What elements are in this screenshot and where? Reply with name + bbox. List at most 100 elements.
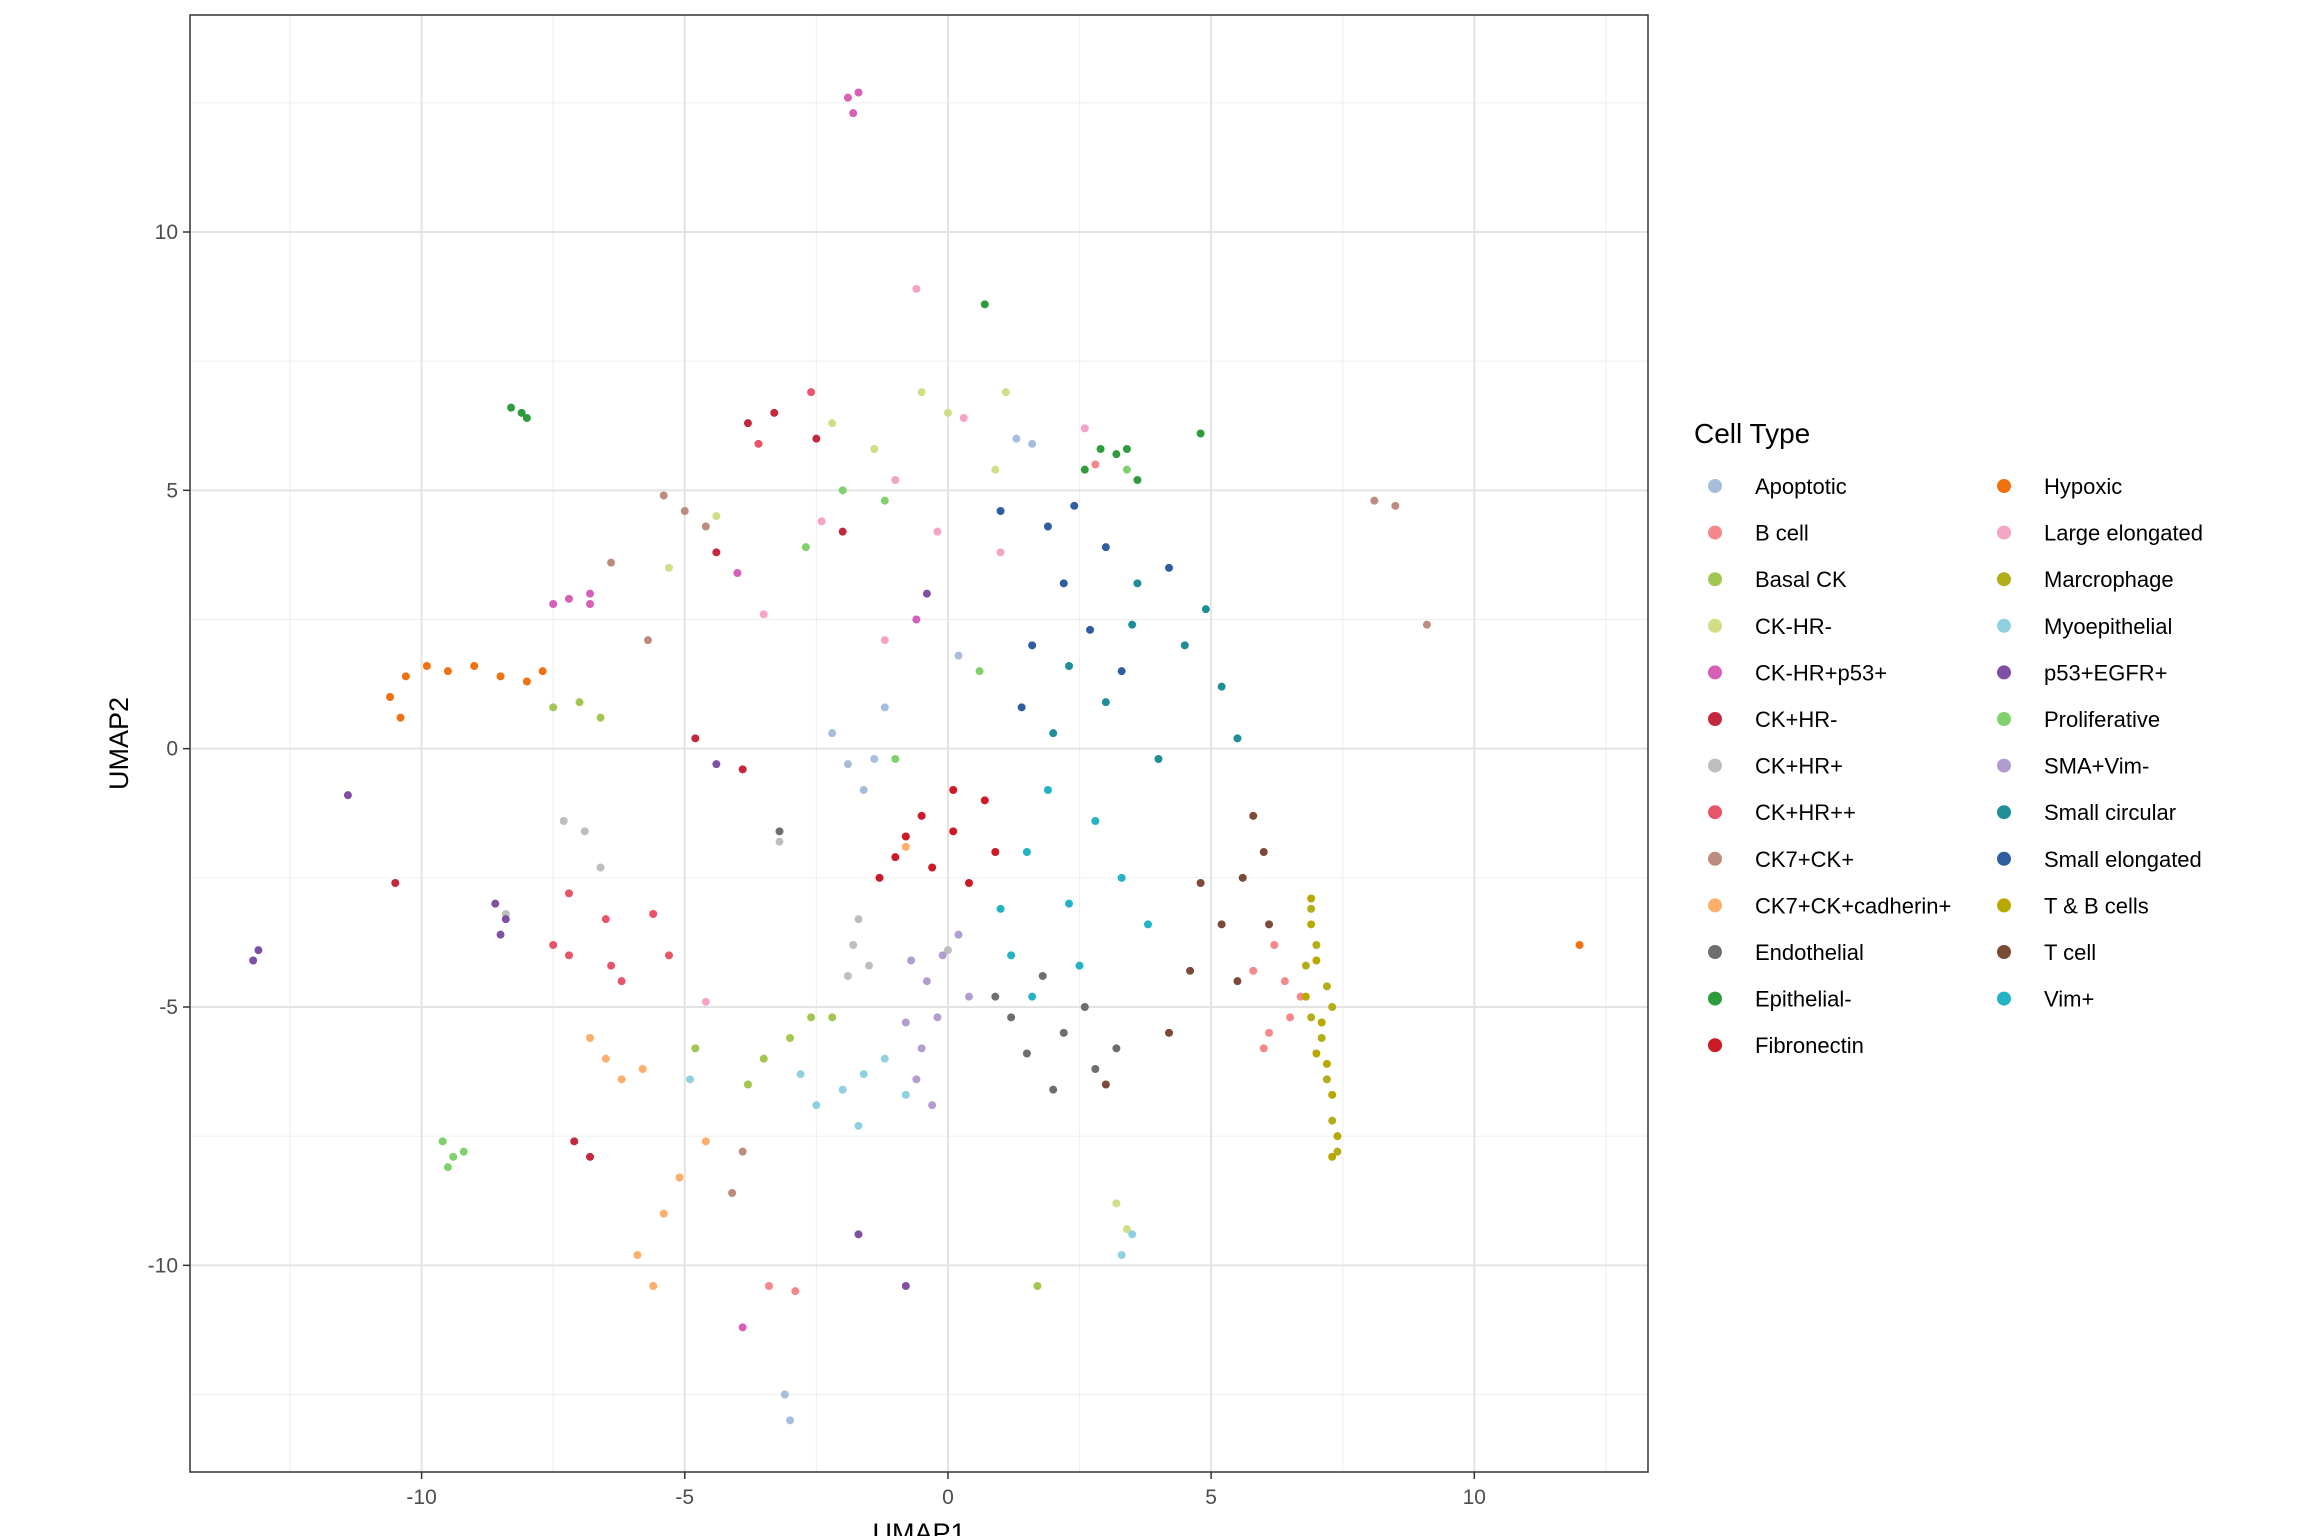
legend-label: Proliferative — [2044, 707, 2160, 732]
data-point — [928, 863, 937, 872]
data-point — [396, 713, 405, 722]
legend-item: Small elongated — [1997, 847, 2202, 872]
data-point — [922, 977, 931, 986]
data-point — [743, 1080, 752, 1089]
data-point — [1070, 501, 1079, 510]
data-point — [980, 796, 989, 805]
legend-key — [1997, 805, 2011, 820]
legend-key — [1708, 665, 1722, 680]
series-Apoptotic — [780, 434, 1037, 1425]
legend-item: CK+HR- — [1708, 707, 1838, 732]
data-point — [901, 832, 910, 841]
series-CK7+CK+ — [607, 491, 1431, 1197]
data-point — [1028, 641, 1037, 650]
data-point — [1033, 1282, 1042, 1290]
data-point — [1307, 894, 1316, 903]
legend-item: Endothelial — [1708, 940, 1864, 965]
data-point — [1280, 977, 1289, 986]
legend-title: Cell Type — [1694, 418, 1810, 449]
data-point — [1059, 1028, 1068, 1037]
data-point — [1201, 605, 1210, 614]
legend-item: B cell — [1708, 521, 1809, 546]
data-point — [507, 403, 516, 412]
data-point — [901, 842, 910, 851]
data-point — [664, 951, 673, 960]
data-point — [586, 600, 595, 608]
data-point — [601, 915, 610, 924]
data-point — [459, 1147, 468, 1156]
data-point — [1049, 1085, 1058, 1094]
data-point — [1322, 1075, 1331, 1084]
legend-label: CK-HR+p53+ — [1755, 660, 1887, 685]
data-point — [1238, 873, 1247, 882]
data-point — [1112, 1199, 1121, 1208]
data-point — [1028, 439, 1037, 448]
data-point — [586, 589, 595, 598]
legend-item: CK-HR- — [1708, 614, 1832, 639]
data-point — [1080, 465, 1089, 474]
legend-label: CK+HR++ — [1755, 800, 1856, 825]
series-CK-HR+p53+ — [549, 88, 921, 1332]
data-point — [1075, 961, 1084, 970]
data-point — [1101, 543, 1110, 552]
data-point — [743, 419, 752, 428]
data-point — [965, 992, 974, 1001]
x-tick-label: 0 — [942, 1486, 954, 1509]
data-point — [438, 1137, 447, 1146]
data-point — [549, 600, 558, 608]
data-point — [570, 1137, 579, 1146]
data-point — [812, 1101, 821, 1110]
legend-item: Basal CK — [1708, 567, 1847, 592]
data-point — [517, 408, 526, 417]
data-point — [1154, 755, 1163, 763]
data-point — [1180, 641, 1189, 650]
data-point — [1196, 429, 1205, 438]
legend-key — [1997, 991, 2011, 1006]
legend-key — [1708, 805, 1722, 820]
data-point — [996, 548, 1005, 557]
data-point — [728, 1189, 737, 1197]
data-point — [522, 677, 531, 686]
data-point — [738, 765, 747, 774]
data-point — [1391, 501, 1400, 510]
data-point — [496, 672, 505, 681]
series-SMA+Vim- — [901, 930, 974, 1110]
data-point — [1307, 1013, 1316, 1022]
series-B cell — [764, 460, 1305, 1296]
data-point — [901, 1090, 910, 1099]
data-point — [559, 817, 568, 825]
data-point — [1259, 848, 1268, 856]
legend-label: Epithelial- — [1755, 987, 1852, 1012]
data-point — [1328, 1152, 1337, 1161]
legend-label: Hypoxic — [2044, 474, 2122, 499]
series-Endothelial — [775, 827, 1121, 1094]
legend-label: CK+HR- — [1755, 707, 1838, 732]
data-point — [249, 956, 258, 965]
data-point — [738, 1147, 747, 1156]
data-point — [549, 703, 558, 712]
data-point — [759, 610, 768, 619]
data-point — [422, 662, 431, 670]
data-point — [401, 672, 410, 681]
data-point — [854, 88, 863, 97]
data-point — [1065, 662, 1074, 670]
data-point — [996, 507, 1005, 515]
data-point — [1086, 625, 1095, 634]
data-point — [917, 1044, 926, 1053]
data-point — [838, 486, 847, 495]
legend-label: T & B cells — [2044, 893, 2149, 918]
data-point — [564, 889, 573, 898]
data-point — [791, 1287, 800, 1296]
data-point — [738, 1323, 747, 1332]
legend-item: CK7+CK+ — [1708, 847, 1854, 872]
y-tick-label: -5 — [159, 996, 178, 1019]
data-point — [912, 615, 921, 624]
data-point — [980, 300, 989, 309]
legend-item: Large elongated — [1997, 521, 2203, 546]
data-point — [949, 827, 958, 836]
legend-item: CK7+CK+cadherin+ — [1708, 893, 1951, 918]
series-T cell — [1101, 811, 1274, 1089]
data-point — [664, 563, 673, 572]
data-point — [580, 827, 589, 836]
